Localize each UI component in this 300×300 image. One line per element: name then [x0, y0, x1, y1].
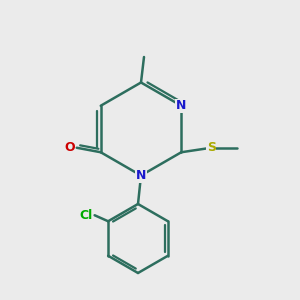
Text: S: S [207, 141, 216, 154]
Text: N: N [136, 169, 146, 182]
Text: Cl: Cl [79, 209, 92, 222]
Text: O: O [64, 141, 74, 154]
Text: N: N [176, 99, 187, 112]
